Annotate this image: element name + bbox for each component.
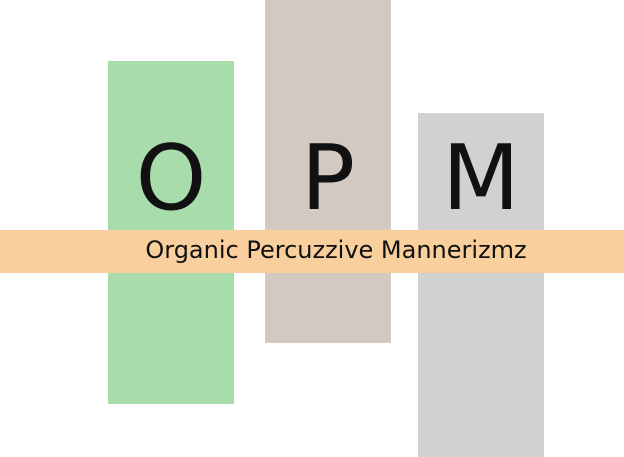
logo-letter-o: O xyxy=(135,126,207,231)
gray-bar xyxy=(418,113,544,457)
logo-letter-m: M xyxy=(442,126,520,231)
logo-letter-p: P xyxy=(300,126,356,231)
tagline: Organic Percuzzive Mannerizmz xyxy=(145,236,527,264)
taupe-bar xyxy=(265,0,391,343)
orange-band xyxy=(0,230,624,273)
